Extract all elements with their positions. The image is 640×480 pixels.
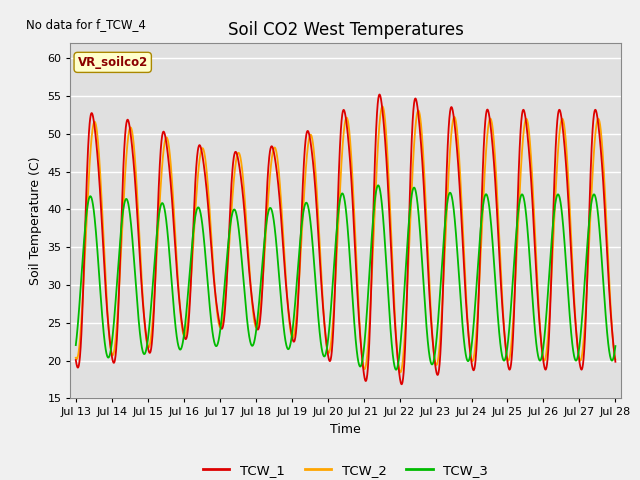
Y-axis label: Soil Temperature (C): Soil Temperature (C) — [29, 156, 42, 285]
Text: No data for f_TCW_4: No data for f_TCW_4 — [26, 18, 147, 31]
Title: Soil CO2 West Temperatures: Soil CO2 West Temperatures — [228, 21, 463, 39]
Text: VR_soilco2: VR_soilco2 — [77, 56, 148, 69]
Legend: TCW_1, TCW_2, TCW_3: TCW_1, TCW_2, TCW_3 — [198, 458, 493, 480]
X-axis label: Time: Time — [330, 423, 361, 436]
